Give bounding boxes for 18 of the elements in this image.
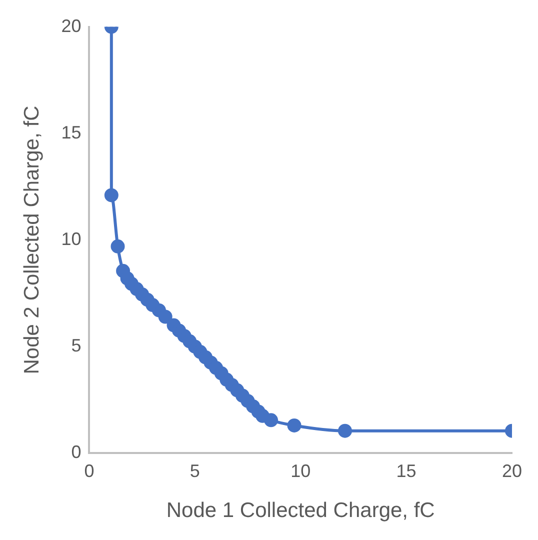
y-tick-label: 10	[61, 228, 82, 249]
point	[264, 413, 278, 428]
point	[287, 418, 302, 432]
point	[110, 239, 125, 254]
x-tick-label: 15	[396, 460, 416, 481]
x-tick-label: 10	[290, 460, 311, 481]
y-tick-label: 20	[61, 16, 82, 36]
y-tick-label: 0	[71, 442, 82, 462]
point	[158, 310, 172, 324]
x-axis-title: Node 1 Collected Charge, fC	[166, 499, 435, 522]
x-tick-label: 5	[190, 460, 200, 481]
y-axis-title: Node 2 Collected Charge, fC	[20, 106, 44, 374]
y-tick-label: 15	[61, 122, 82, 142]
point	[104, 188, 118, 202]
x-tick-label: 0	[84, 460, 94, 481]
x-tick-label: 20	[502, 460, 522, 481]
point	[338, 424, 352, 438]
y-tick-label: 5	[71, 336, 82, 356]
